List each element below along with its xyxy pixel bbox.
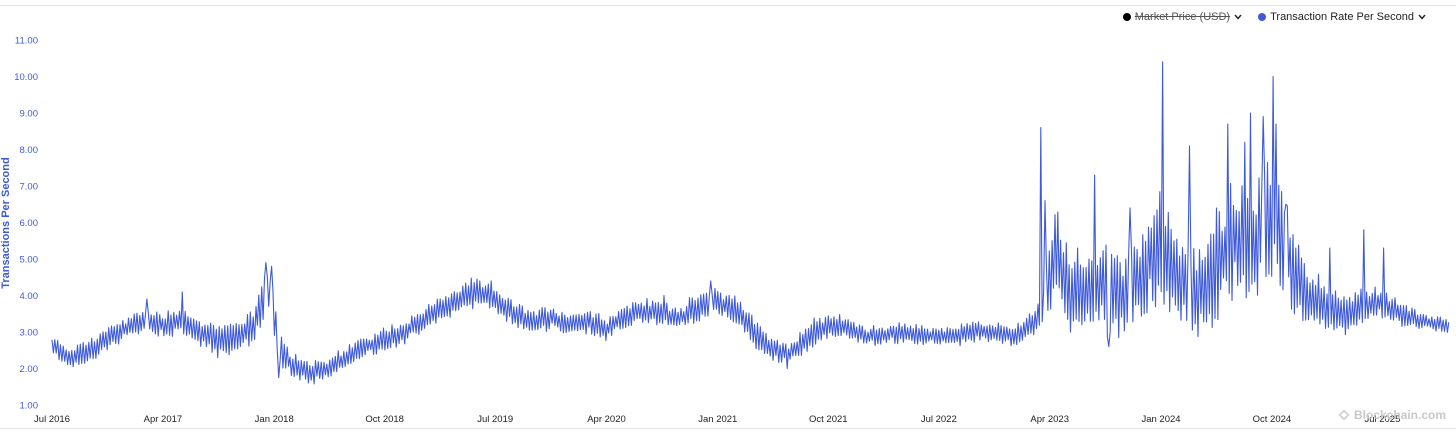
y-tick-label: 11.00: [15, 36, 38, 47]
x-tick-label: Oct 2018: [365, 414, 404, 425]
x-tick-label: Oct 2021: [809, 414, 848, 425]
bottom-divider: [0, 428, 1456, 429]
legend-label-transaction-rate: Transaction Rate Per Second: [1270, 11, 1414, 23]
chart-legend: Market Price (USD) Transaction Rate Per …: [1122, 11, 1426, 23]
y-tick-label: 6.00: [20, 218, 39, 229]
series-line-transaction-rate[interactable]: [51, 61, 1450, 385]
legend-item-market-price[interactable]: Market Price (USD): [1122, 11, 1242, 23]
x-tick-label: Jan 2021: [698, 414, 737, 425]
x-tick-label: Apr 2020: [587, 414, 626, 425]
y-axis: 1.00 2.00 3.00 4.00 5.00 6.00 7.00 8.00 9.00 10.0…: [14, 36, 38, 412]
legend-label-market-price: Market Price (USD): [1134, 11, 1231, 23]
x-tick-label: Jul 2025: [1364, 414, 1400, 425]
series-transaction-rate: [51, 61, 1450, 385]
y-tick-label: 8.00: [20, 145, 39, 156]
blockchain-logo-icon: [1338, 409, 1350, 421]
y-tick-label: 1.00: [20, 401, 39, 412]
chevron-down-icon[interactable]: [1418, 12, 1426, 22]
watermark: Blockchain.com: [1338, 408, 1446, 422]
x-tick-label: Jul 2016: [34, 414, 70, 425]
y-tick-label: 10.00: [14, 72, 38, 83]
chevron-down-icon[interactable]: [1234, 12, 1242, 22]
y-tick-label: 5.00: [20, 255, 39, 266]
x-tick-label: Jul 2022: [921, 414, 957, 425]
x-tick-label: Apr 2017: [144, 414, 183, 425]
x-tick-label: Oct 2024: [1253, 414, 1292, 425]
y-tick-label: 9.00: [20, 109, 39, 120]
legend-dot-transaction-rate: [1258, 13, 1267, 21]
y-tick-label: 4.00: [20, 291, 39, 302]
y-tick-label: 7.00: [20, 182, 39, 193]
x-axis: Jul 2016 Apr 2017 Jan 2018 Oct 2018 Jul 2019…: [34, 414, 1400, 425]
legend-dot-market-price: [1122, 13, 1131, 21]
y-axis-label: Transactions Per Second: [0, 157, 12, 288]
top-divider: [0, 5, 1456, 6]
y-tick-label: 3.00: [20, 328, 39, 339]
x-tick-label: Jan 2018: [255, 414, 294, 425]
x-tick-label: Jan 2024: [1141, 414, 1180, 425]
y-tick-label: 2.00: [20, 364, 39, 375]
x-tick-label: Apr 2023: [1030, 414, 1069, 425]
legend-item-transaction-rate[interactable]: Transaction Rate Per Second: [1258, 11, 1426, 23]
x-tick-label: Jul 2019: [477, 414, 513, 425]
watermark-text: Blockchain.com: [1353, 408, 1446, 422]
